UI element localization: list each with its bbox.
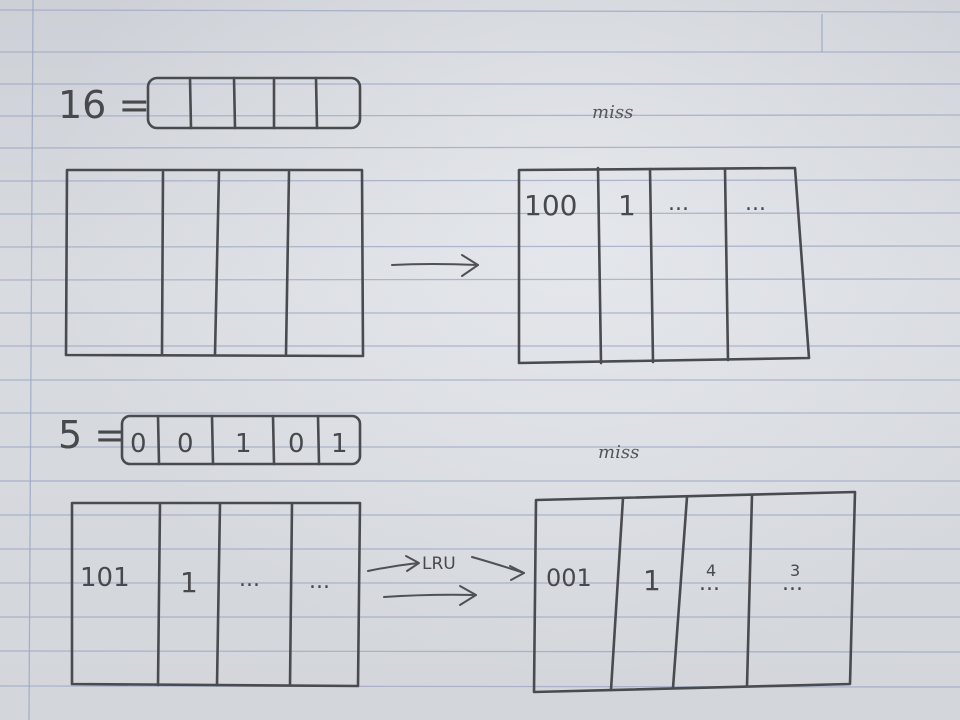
cache-after-2-note-4: 4 [706, 561, 716, 580]
bit-1: 0 [177, 429, 194, 459]
lru-label: LRU [422, 554, 456, 574]
bit-3: 0 [288, 429, 305, 459]
address-label-5: 5 = [58, 413, 126, 457]
lru-arrow: LRU [367, 554, 525, 581]
cache-after-2-cell-0: 001 [546, 564, 592, 592]
cache-after-2-cell-1: 1 [643, 564, 661, 597]
diagram-2: 5 = 0 0 1 0 1 miss 101 1 ... ... [58, 413, 857, 694]
cache-after-2-cell-3: ... [782, 571, 803, 596]
cache-before-2-cell-1: 1 [180, 566, 198, 599]
cache-before-2-cell-2: ... [239, 567, 260, 592]
cache-after-1-cell-2: ... [668, 191, 689, 216]
miss-label-1: miss [592, 102, 633, 123]
cache-before-2-cell-3: ... [309, 569, 330, 594]
cache-after-2-cell-2: ... [699, 571, 720, 596]
cache-after-1: 100 1 ... ... [517, 166, 811, 365]
arrow-1 [391, 254, 479, 277]
cache-before-1 [64, 168, 365, 358]
cache-after-1-cell-1: 1 [618, 189, 636, 222]
cache-after-2-note-3: 3 [790, 561, 800, 580]
left-margin-line [28, 0, 34, 720]
address-register-16 [146, 76, 362, 130]
cache-before-2-cell-0: 101 [80, 563, 130, 593]
cache-after-1-cell-0: 100 [524, 189, 577, 222]
bit-4: 1 [331, 429, 348, 459]
bit-0: 0 [130, 429, 147, 459]
miss-label-2: miss [598, 442, 639, 463]
cache-after-1-cell-3: ... [745, 191, 766, 216]
address-register-5: 0 0 1 0 1 [120, 414, 362, 466]
cache-after-2: 001 1 4 ... 3 ... [532, 490, 857, 694]
arrow-2 [383, 585, 477, 606]
address-label-16: 16 = [58, 83, 150, 127]
cache-before-2: 101 1 ... ... [70, 501, 362, 688]
bit-2: 1 [235, 429, 252, 459]
diagram-1: 16 = miss 100 1 ... ... [58, 76, 811, 365]
